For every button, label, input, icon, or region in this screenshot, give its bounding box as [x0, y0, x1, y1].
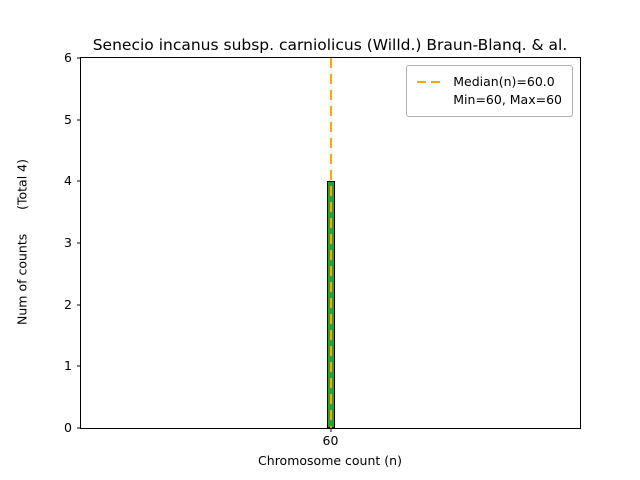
x-tick-mark	[330, 428, 331, 432]
y-axis-label: Num of counts (Total 4)	[14, 159, 30, 325]
x-tick-label: 60	[322, 433, 339, 448]
y-tick-mark	[77, 365, 81, 367]
legend-row-minmax: Min=60, Max=60	[417, 91, 562, 109]
legend-row-median: Median(n)=60.0	[417, 73, 562, 91]
y-tick-label: 4	[64, 173, 72, 189]
y-tick-mark	[77, 119, 81, 121]
y-tick-mark	[77, 427, 81, 429]
y-tick-mark	[77, 304, 81, 306]
median-line	[329, 58, 332, 428]
y-tick-label: 3	[64, 234, 72, 250]
y-tick-mark	[77, 180, 81, 182]
x-axis-label: Chromosome count (n)	[258, 453, 402, 468]
y-tick-label: 0	[64, 419, 72, 435]
median-dashed-line-icon	[417, 81, 445, 84]
plot-area: Median(n)=60.0 Min=60, Max=60 0 1 2 3 4 5 6 60	[64, 51, 581, 447]
y-tick-mark	[77, 57, 81, 59]
y-tick-label: 6	[64, 49, 72, 65]
y-tick-label: 5	[64, 111, 72, 127]
chart-title: Senecio incanus subsp. carniolicus (Will…	[92, 36, 568, 54]
y-tick-mark	[77, 242, 81, 244]
legend-label-minmax: Min=60, Max=60	[453, 92, 562, 108]
y-tick-label: 1	[64, 358, 72, 374]
legend: Median(n)=60.0 Min=60, Max=60	[406, 65, 573, 118]
y-tick-label: 2	[64, 296, 72, 312]
legend-spacer	[417, 99, 444, 101]
legend-label-median: Median(n)=60.0	[453, 74, 555, 89]
